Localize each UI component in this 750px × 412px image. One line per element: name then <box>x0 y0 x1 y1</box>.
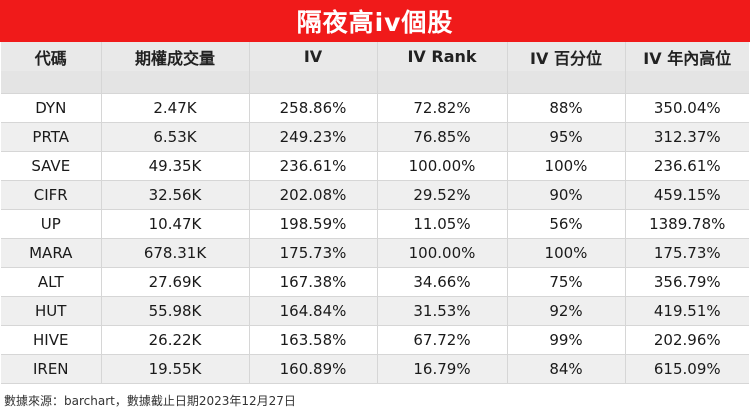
iv-year-high-cell: 350.04% <box>625 93 749 123</box>
iv-percentile-cell: 100% <box>507 238 626 268</box>
iv-cell: 249.23% <box>249 122 378 152</box>
iv-year-high-cell: 1389.78% <box>625 209 749 239</box>
option-volume-cell: 6.53K <box>101 122 250 152</box>
iv-rank-cell: 100.00% <box>377 238 508 268</box>
iv-cell: 175.73% <box>249 238 378 268</box>
iv-percentile-cell: 100% <box>507 151 626 181</box>
ticker-cell: UP <box>1 209 102 239</box>
iv-rank-cell: 67.72% <box>377 325 508 355</box>
ticker-cell: IREN <box>1 354 102 384</box>
iv-rank-cell: 100.00% <box>377 151 508 181</box>
iv-percentile-cell: 99% <box>507 325 626 355</box>
ticker-cell: MARA <box>1 238 102 268</box>
header-spacer-row <box>1 71 749 94</box>
iv-cell: 258.86% <box>249 93 378 123</box>
ticker-cell: HUT <box>1 296 102 326</box>
table-row: CIFR 32.56K 202.08% 29.52% 90% 459.15% <box>1 180 749 210</box>
ticker-cell: SAVE <box>1 151 102 181</box>
option-volume-cell: 10.47K <box>101 209 250 239</box>
column-header-iv: IV <box>249 42 378 71</box>
table-row: MARA 678.31K 175.73% 100.00% 100% 175.73% <box>1 238 749 268</box>
iv-percentile-cell: 95% <box>507 122 626 152</box>
iv-rank-cell: 11.05% <box>377 209 508 239</box>
option-volume-cell: 26.22K <box>101 325 250 355</box>
option-volume-cell: 2.47K <box>101 93 250 123</box>
column-header-ticker: 代碼 <box>1 42 102 71</box>
ticker-cell: DYN <box>1 93 102 123</box>
table-row: DYN 2.47K 258.86% 72.82% 88% 350.04% <box>1 93 749 123</box>
iv-cell: 164.84% <box>249 296 378 326</box>
ticker-cell: CIFR <box>1 180 102 210</box>
page-title: 隔夜高iv個股 <box>0 0 750 42</box>
table-row: PRTA 6.53K 249.23% 76.85% 95% 312.37% <box>1 122 749 152</box>
iv-year-high-cell: 312.37% <box>625 122 749 152</box>
iv-year-high-cell: 419.51% <box>625 296 749 326</box>
iv-year-high-cell: 175.73% <box>625 238 749 268</box>
table-row: ALT 27.69K 167.38% 34.66% 75% 356.79% <box>1 267 749 297</box>
table-row: SAVE 49.35K 236.61% 100.00% 100% 236.61% <box>1 151 749 181</box>
iv-cell: 198.59% <box>249 209 378 239</box>
column-header-iv-rank: IV Rank <box>377 42 508 71</box>
iv-percentile-cell: 75% <box>507 267 626 297</box>
iv-year-high-cell: 459.15% <box>625 180 749 210</box>
ticker-cell: ALT <box>1 267 102 297</box>
table-row: UP 10.47K 198.59% 11.05% 56% 1389.78% <box>1 209 749 239</box>
source-footnote: 數據來源：barchart，數據截止日期2023年12月27日 <box>4 394 296 408</box>
option-volume-cell: 27.69K <box>101 267 250 297</box>
option-volume-cell: 678.31K <box>101 238 250 268</box>
option-volume-cell: 32.56K <box>101 180 250 210</box>
column-header-iv-percentile: IV 百分位 <box>507 42 626 71</box>
iv-year-high-cell: 202.96% <box>625 325 749 355</box>
column-header-option-volume: 期權成交量 <box>101 42 250 71</box>
iv-percentile-cell: 84% <box>507 354 626 384</box>
table-body: DYN 2.47K 258.86% 72.82% 88% 350.04% PRTA 6.53K… <box>1 93 749 384</box>
table-row: HIVE 26.22K 163.58% 67.72% 99% 202.96% <box>1 325 749 355</box>
iv-percentile-cell: 56% <box>507 209 626 239</box>
iv-cell: 167.38% <box>249 267 378 297</box>
iv-year-high-cell: 236.61% <box>625 151 749 181</box>
option-volume-cell: 19.55K <box>101 354 250 384</box>
iv-cell: 236.61% <box>249 151 378 181</box>
iv-percentile-cell: 90% <box>507 180 626 210</box>
ticker-cell: HIVE <box>1 325 102 355</box>
iv-rank-cell: 76.85% <box>377 122 508 152</box>
iv-year-high-cell: 615.09% <box>625 354 749 384</box>
iv-cell: 163.58% <box>249 325 378 355</box>
iv-rank-cell: 16.79% <box>377 354 508 384</box>
option-volume-cell: 49.35K <box>101 151 250 181</box>
iv-rank-cell: 34.66% <box>377 267 508 297</box>
iv-percentile-cell: 92% <box>507 296 626 326</box>
option-volume-cell: 55.98K <box>101 296 250 326</box>
ticker-cell: PRTA <box>1 122 102 152</box>
iv-rank-cell: 72.82% <box>377 93 508 123</box>
table-row: HUT 55.98K 164.84% 31.53% 92% 419.51% <box>1 296 749 326</box>
column-header-iv-year-high: IV 年內高位 <box>625 42 749 71</box>
iv-rank-cell: 29.52% <box>377 180 508 210</box>
iv-percentile-cell: 88% <box>507 93 626 123</box>
table-row: IREN 19.55K 160.89% 16.79% 84% 615.09% <box>1 354 749 384</box>
iv-year-high-cell: 356.79% <box>625 267 749 297</box>
iv-table: 代碼 期權成交量 IV IV Rank IV 百分位 IV 年內高位 DYN 2.… <box>1 42 749 384</box>
iv-rank-cell: 31.53% <box>377 296 508 326</box>
iv-cell: 202.08% <box>249 180 378 210</box>
table-header-row: 代碼 期權成交量 IV IV Rank IV 百分位 IV 年內高位 <box>1 42 749 71</box>
iv-cell: 160.89% <box>249 354 378 384</box>
